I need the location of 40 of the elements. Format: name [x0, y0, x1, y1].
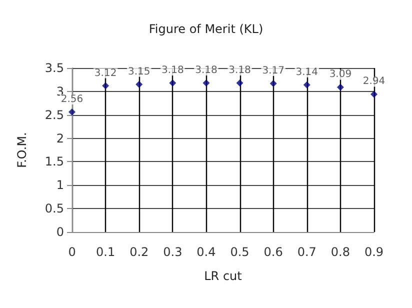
- x-tick-label: 0.1: [96, 245, 116, 259]
- point: [270, 80, 277, 87]
- point: [236, 79, 244, 86]
- data-label: 2.56: [60, 94, 84, 106]
- y-tick-label: 0.5: [44, 202, 64, 216]
- y-tick-label: 1.5: [44, 154, 64, 169]
- data-label: 3.18: [162, 64, 184, 76]
- y-tick-label: 2: [56, 131, 64, 146]
- x-tick-label: 0.7: [297, 245, 316, 259]
- point: [202, 79, 210, 86]
- point: [169, 79, 176, 86]
- chart-title: Figure of Merit (KL): [148, 22, 264, 36]
- x-tick-label: 0.2: [130, 245, 149, 259]
- data-label: 3.18: [195, 64, 218, 76]
- data-label: 3.15: [128, 66, 150, 78]
- y-tick-label: 1: [56, 178, 64, 192]
- point: [303, 81, 310, 88]
- data-label: 3.18: [228, 64, 251, 76]
- x-axis-title: LR cut: [204, 269, 242, 283]
- data-label: 3.09: [329, 69, 352, 80]
- x-tick-label: 0.9: [364, 245, 384, 259]
- y-tick-label: 2.5: [44, 108, 64, 122]
- data-label: 3.17: [262, 65, 284, 76]
- point: [102, 82, 110, 90]
- x-tick-label: 0.8: [330, 245, 350, 259]
- data-label: 3.14: [296, 66, 318, 78]
- point: [136, 80, 143, 88]
- data-label: 2.94: [362, 76, 386, 88]
- y-axis-title: F.O.M.: [15, 132, 29, 168]
- point: [370, 90, 378, 98]
- y-tick-label: 0: [56, 225, 64, 239]
- x-tick-label: 0.4: [196, 245, 216, 259]
- x-tick-label: 0.3: [163, 245, 182, 259]
- point: [336, 84, 344, 91]
- point: [68, 108, 76, 116]
- y-tick-label: 3.5: [44, 61, 64, 75]
- x-tick-label: 0.5: [230, 245, 250, 259]
- x-tick-label: 0.6: [264, 245, 283, 259]
- data-label: 3.12: [94, 68, 117, 79]
- x-tick-label: 0: [68, 245, 76, 259]
